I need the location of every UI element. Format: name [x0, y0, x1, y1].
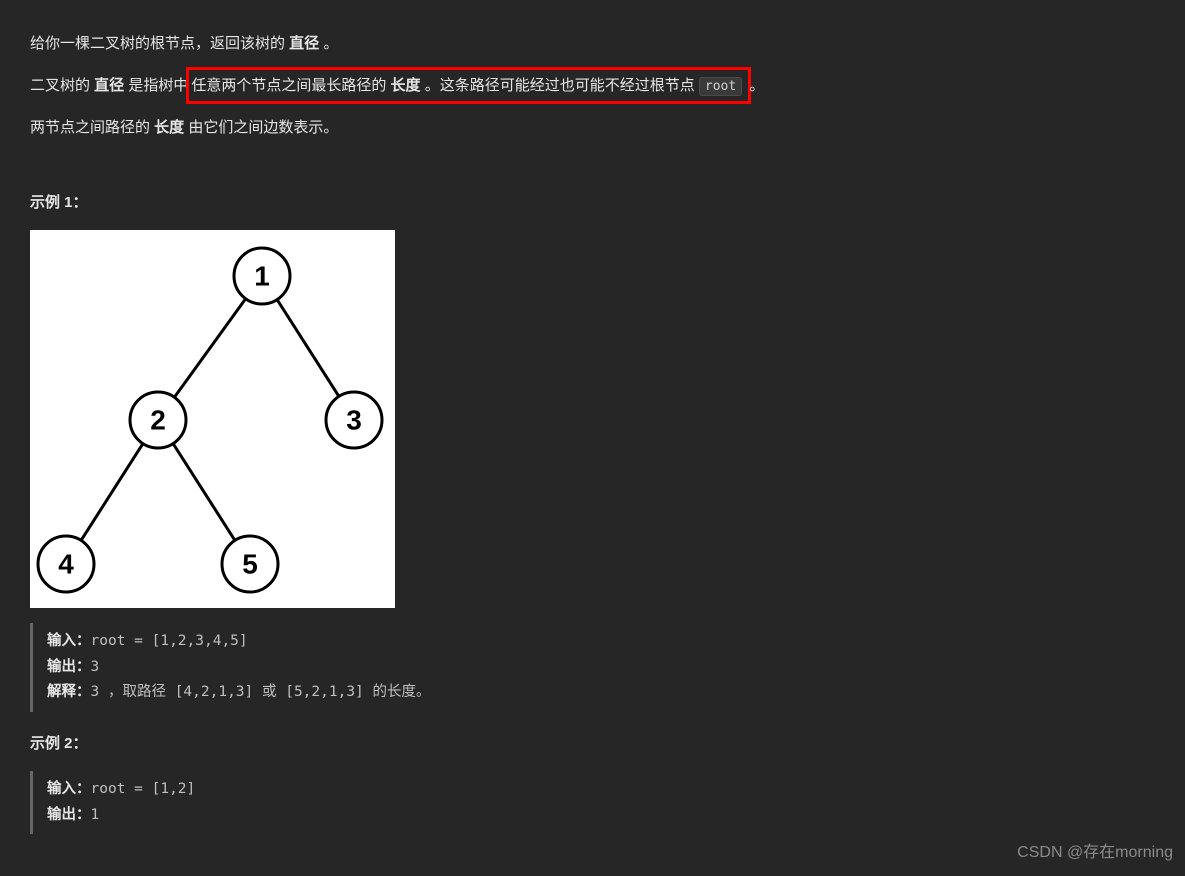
tree-node-label: 2 — [150, 405, 166, 436]
p2-hl-mid: 任意两个节点之间最长路径的 — [191, 77, 390, 94]
para-1: 给你一棵二叉树的根节点，返回该树的 直径 。 — [30, 30, 1155, 57]
tree-edge — [173, 444, 235, 541]
ex1-explain-val: 3 ，取路径 [4,2,1,3] 或 [5,2,1,3] 的长度。 — [91, 684, 431, 700]
tree-edge — [174, 299, 245, 398]
ex2-input-lbl: 输入： — [47, 781, 91, 797]
p2-hl-after: 。这条路径可能经过也可能不经过根节点 — [425, 77, 699, 94]
p2-t2: 是指树中 — [128, 77, 188, 94]
ex1-input-lbl: 输入： — [47, 633, 91, 649]
tree-diagram: 1 2 3 4 5 — [30, 230, 395, 608]
tree-edge — [81, 444, 143, 541]
ex1-output-lbl: 输出： — [47, 659, 91, 675]
highlight-box: 任意两个节点之间最长路径的 长度 。这条路径可能经过也可能不经过根节点 root — [186, 67, 751, 104]
p3-b1: 长度 — [154, 119, 184, 136]
example2-block: 输入：root = [1,2] 输出：1 — [30, 771, 1155, 834]
p1-b1: 直径 — [289, 35, 319, 52]
p2-t1: 二叉树的 — [30, 77, 94, 94]
p2-hl-bold: 长度 — [391, 77, 425, 94]
tree-node-label: 5 — [242, 549, 258, 580]
p3-t2: 由它们之间边数表示。 — [184, 119, 338, 136]
tree-edge — [277, 300, 339, 397]
para-3: 两节点之间路径的 长度 由它们之间边数表示。 — [30, 114, 1155, 141]
ex2-output-lbl: 输出： — [47, 807, 91, 823]
p1-t1: 给你一棵二叉树的根节点，返回该树的 — [30, 35, 289, 52]
para-2: 二叉树的 直径 是指树中任意两个节点之间最长路径的 长度 。这条路径可能经过也可… — [30, 71, 1155, 100]
p3-t1: 两节点之间路径的 — [30, 119, 154, 136]
example2-title: 示例 2： — [30, 730, 1155, 757]
p2-t3: 。 — [745, 77, 764, 94]
tree-node-label: 4 — [58, 549, 74, 580]
ex1-output-val: 3 — [91, 659, 100, 675]
example1-block: 输入：root = [1,2,3,4,5] 输出：3 解释：3 ，取路径 [4,… — [30, 623, 1155, 712]
tree-node-label: 1 — [254, 261, 270, 292]
ex1-explain-lbl: 解释： — [47, 684, 91, 700]
tree-node-label: 3 — [346, 405, 362, 436]
p1-t2: 。 — [319, 35, 338, 52]
watermark: CSDN @存在morning — [1017, 839, 1173, 868]
example1-title: 示例 1： — [30, 189, 1155, 216]
ex1-input-val: root = [1,2,3,4,5] — [91, 633, 248, 649]
p2-b1: 直径 — [94, 77, 128, 94]
code-root: root — [699, 77, 742, 96]
ex2-input-val: root = [1,2] — [91, 781, 196, 797]
ex2-output-val: 1 — [91, 807, 100, 823]
